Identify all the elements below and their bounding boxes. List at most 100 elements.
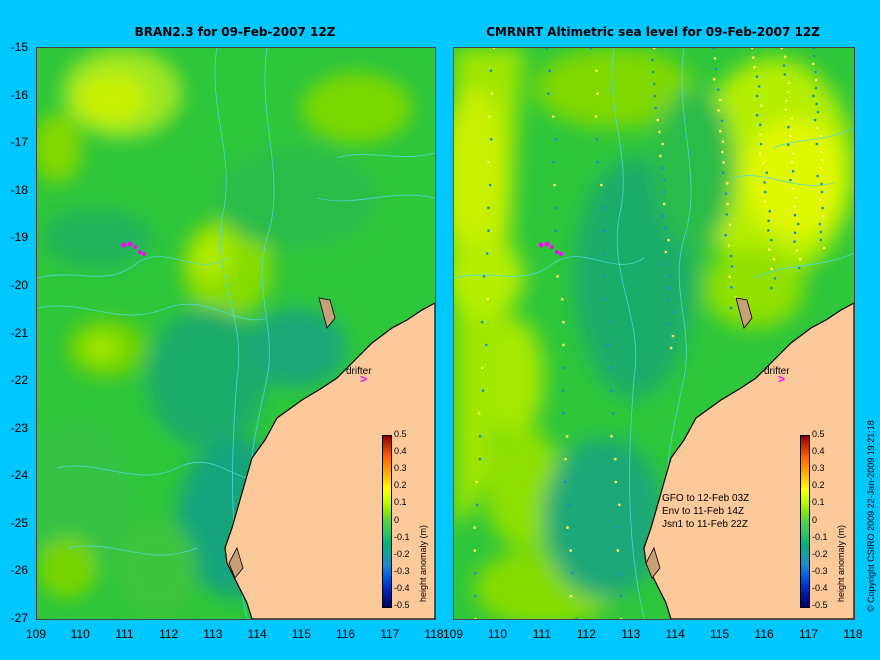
colorbar-tick: 0.2 <box>394 480 407 491</box>
latitude-tick: -23 <box>10 420 28 435</box>
satellite-dot <box>556 275 559 278</box>
satellite-dot <box>783 73 786 76</box>
satellite-dot <box>603 206 606 210</box>
satellite-notes: GFO to 12-Feb 03Z Env to 11-Feb 14Z Jsn1… <box>662 492 749 531</box>
satellite-dot <box>653 94 657 98</box>
latitude-tick: -16 <box>10 87 28 102</box>
satellite-dot <box>770 267 773 271</box>
colorbar-tick: 0.5 <box>812 429 825 439</box>
satellite-dot <box>489 69 493 73</box>
colorbar-tick: -0.1 <box>394 531 410 542</box>
longitude-tick: 112 <box>576 627 596 641</box>
satellite-dot <box>671 334 675 338</box>
satellite-dot <box>594 115 598 118</box>
longitude-tick: 117 <box>380 627 400 641</box>
satellite-dot <box>714 67 718 71</box>
satellite-dot <box>656 118 659 122</box>
satellite-dot <box>721 150 724 154</box>
latitude-tick: -25 <box>10 515 28 530</box>
left-drifter-track <box>121 241 146 256</box>
satellite-dot <box>654 106 657 110</box>
satellite-dot <box>661 142 664 146</box>
satellite-note-gfo: GFO to 12-Feb 03Z <box>662 493 750 504</box>
satellite-dot <box>750 48 754 50</box>
right-map-svg <box>454 48 854 619</box>
latitude-tick: -22 <box>10 373 28 388</box>
satellite-dot <box>793 240 796 243</box>
satellite-dot <box>547 92 550 95</box>
satellite-dot <box>551 115 555 118</box>
satellite-dot <box>614 457 617 461</box>
satellite-dot <box>619 594 623 598</box>
right-map-panel <box>453 47 855 620</box>
colorbar-tick: 0.3 <box>394 463 407 474</box>
satellite-dot <box>787 143 790 147</box>
satellite-dot <box>721 171 725 175</box>
satellite-dot <box>728 223 732 227</box>
satellite-dot <box>814 78 818 82</box>
satellite-dot <box>545 48 549 50</box>
satellite-dot <box>713 57 717 60</box>
satellite-note-jsn1: Jsn1 to 11-Feb 22Z <box>662 519 748 530</box>
satellite-dot <box>553 183 556 187</box>
satellite-dot <box>563 480 567 484</box>
satellite-dot <box>767 219 770 223</box>
drifter-marker-right: > <box>778 372 786 386</box>
latitude-tick: -26 <box>10 563 28 578</box>
satellite-dot <box>475 480 478 484</box>
satellite-dot <box>562 343 565 347</box>
satellite-dot <box>610 389 613 392</box>
satellite-dot <box>814 70 817 74</box>
satellite-dot <box>664 262 668 266</box>
longitude-tick: 116 <box>754 627 774 641</box>
satellite-dot <box>812 94 815 98</box>
latitude-tick: -18 <box>10 182 28 197</box>
satellite-dot <box>487 206 490 210</box>
satellite-dot <box>815 102 818 106</box>
satellite-dot <box>819 230 823 234</box>
satellite-dot <box>712 77 716 81</box>
longitude-tick: 112 <box>159 627 179 641</box>
satellite-dot <box>765 171 769 175</box>
satellite-dot <box>614 480 618 484</box>
colorbar-tick: 0.3 <box>812 463 825 474</box>
satellite-dot <box>783 55 787 59</box>
latitude-tick: -24 <box>10 468 28 483</box>
satellite-dot <box>608 320 612 324</box>
satellite-dot <box>717 109 720 112</box>
satellite-dot <box>719 98 722 102</box>
satellite-dot <box>759 123 762 127</box>
latitude-tick: -27 <box>10 611 28 625</box>
satellite-dot <box>596 92 599 95</box>
satellite-dot <box>490 138 493 141</box>
satellite-dot <box>820 182 823 186</box>
satellite-dot <box>819 198 822 202</box>
satellite-dot <box>554 229 557 232</box>
colorbar-tick: 0.4 <box>812 446 825 457</box>
satellite-dot <box>755 94 759 98</box>
satellite-dot <box>474 572 477 575</box>
satellite-dot <box>554 138 557 141</box>
satellite-dot <box>569 549 572 552</box>
satellite-dot <box>575 617 578 619</box>
latitude-tick: -21 <box>10 325 28 340</box>
satellite-dot <box>565 435 569 438</box>
satellite-dot <box>473 549 477 552</box>
satellite-dot <box>478 435 482 438</box>
satellite-dot <box>481 366 484 370</box>
satellite-dot <box>664 250 668 254</box>
satellite-dot <box>797 222 800 226</box>
satellite-dot <box>797 266 801 270</box>
satellite-dot <box>600 183 603 187</box>
left-map-panel <box>36 47 436 620</box>
satellite-dot <box>767 229 770 232</box>
satellite-dot <box>730 285 733 289</box>
satellite-dot <box>730 265 734 268</box>
satellite-dot <box>668 286 671 290</box>
satellite-dot <box>488 183 492 187</box>
satellite-dot <box>799 257 802 261</box>
satellite-dot <box>562 366 565 370</box>
longitude-tick: 115 <box>291 627 311 641</box>
satellite-dot <box>813 118 817 122</box>
satellite-dot <box>759 142 763 146</box>
